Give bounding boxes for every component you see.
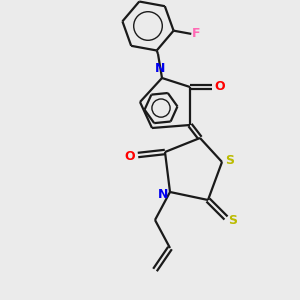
Text: S: S xyxy=(226,154,235,166)
Text: F: F xyxy=(192,27,200,40)
Text: N: N xyxy=(155,61,165,74)
Text: O: O xyxy=(215,80,225,94)
Text: N: N xyxy=(158,188,168,200)
Text: S: S xyxy=(229,214,238,227)
Text: O: O xyxy=(125,149,135,163)
